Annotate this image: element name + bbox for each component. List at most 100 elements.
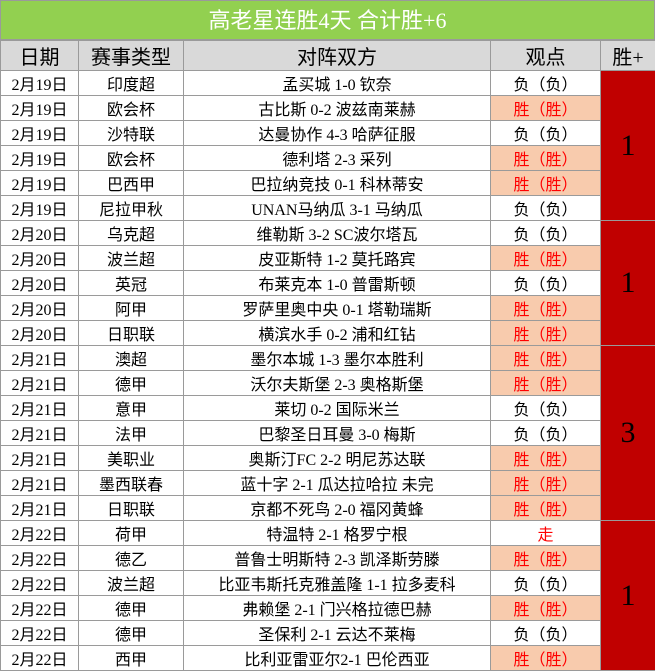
match: 莱切 0-2 国际米兰 [184,396,491,421]
row: 2月21日美职业奥斯汀FC 2-2 明尼苏达联胜（胜） [1,446,655,471]
date: 2月20日 [1,246,79,271]
view: 胜（胜） [491,471,601,496]
date: 2月20日 [1,321,79,346]
match: UNAN马纳瓜 3-1 马纳瓜 [184,196,491,221]
row: 2月22日德甲弗赖堡 2-1 门兴格拉德巴赫胜（胜） [1,596,655,621]
view: 胜（胜） [491,496,601,521]
match: 皮亚斯特 1-2 莫托路宾 [184,246,491,271]
league: 波兰超 [79,571,184,596]
view: 胜（胜） [491,321,601,346]
column-header: 日期 [1,41,79,71]
row: 2月21日澳超墨尔本城 1-3 墨尔本胜利胜（胜）3 [1,346,655,371]
match: 古比斯 0-2 波兹南莱赫 [184,96,491,121]
row: 2月22日波兰超比亚韦斯托克雅盖隆 1-1 拉多麦科负（负） [1,571,655,596]
view: 负（负） [491,221,601,246]
view: 胜（胜） [491,296,601,321]
date: 2月19日 [1,96,79,121]
league: 欧会杯 [79,96,184,121]
league: 乌克超 [79,221,184,246]
view: 胜（胜） [491,371,601,396]
date: 2月21日 [1,471,79,496]
view: 胜（胜） [491,96,601,121]
league: 英冠 [79,271,184,296]
date: 2月19日 [1,146,79,171]
column-header: 观点 [491,41,601,71]
view: 负（负） [491,71,601,96]
match: 圣保利 2-1 云达不莱梅 [184,621,491,646]
match: 墨尔本城 1-3 墨尔本胜利 [184,346,491,371]
match: 沃尔夫斯堡 2-3 奥格斯堡 [184,371,491,396]
date: 2月22日 [1,546,79,571]
league: 日职联 [79,321,184,346]
date: 2月22日 [1,571,79,596]
view: 负（负） [491,196,601,221]
date: 2月20日 [1,221,79,246]
date: 2月19日 [1,171,79,196]
view: 负（负） [491,271,601,296]
league: 沙特联 [79,121,184,146]
match: 罗萨里奥中央 0-1 塔勒瑞斯 [184,296,491,321]
match: 蓝十字 2-1 瓜达拉哈拉 未完 [184,471,491,496]
row: 2月20日波兰超皮亚斯特 1-2 莫托路宾胜（胜） [1,246,655,271]
result: 1 [601,221,655,346]
row: 2月22日德乙普鲁士明斯特 2-3 凯泽斯劳滕胜（胜） [1,546,655,571]
row: 2月19日沙特联达曼协作 4-3 哈萨征服负（负） [1,121,655,146]
match: 弗赖堡 2-1 门兴格拉德巴赫 [184,596,491,621]
view: 负（负） [491,421,601,446]
match: 普鲁士明斯特 2-3 凯泽斯劳滕 [184,546,491,571]
row: 2月19日印度超孟买城 1-0 钦奈负（负）1 [1,71,655,96]
league: 荷甲 [79,521,184,546]
column-header: 对阵双方 [184,41,491,71]
view: 胜（胜） [491,171,601,196]
league: 巴西甲 [79,171,184,196]
date: 2月21日 [1,421,79,446]
result: 3 [601,346,655,521]
match: 比亚韦斯托克雅盖隆 1-1 拉多麦科 [184,571,491,596]
match: 德利塔 2-3 采列 [184,146,491,171]
match: 巴黎圣日耳曼 3-0 梅斯 [184,421,491,446]
league: 德甲 [79,371,184,396]
column-header: 赛事类型 [79,41,184,71]
view: 胜（胜） [491,546,601,571]
result: 1 [601,71,655,221]
league: 德乙 [79,546,184,571]
view: 胜（胜） [491,146,601,171]
row: 2月19日欧会杯德利塔 2-3 采列胜（胜） [1,146,655,171]
date: 2月20日 [1,296,79,321]
row: 2月21日墨西联春蓝十字 2-1 瓜达拉哈拉 未完胜（胜） [1,471,655,496]
date: 2月20日 [1,271,79,296]
date: 2月19日 [1,71,79,96]
row: 2月21日德甲沃尔夫斯堡 2-3 奥格斯堡胜（胜） [1,371,655,396]
date: 2月22日 [1,621,79,646]
view: 胜（胜） [491,246,601,271]
title: 高老星连胜4天 合计胜+6 [0,0,655,40]
league: 墨西联春 [79,471,184,496]
row: 2月21日法甲巴黎圣日耳曼 3-0 梅斯负（负） [1,421,655,446]
match: 布莱克本 1-0 普雷斯顿 [184,271,491,296]
view: 负（负） [491,571,601,596]
date: 2月21日 [1,396,79,421]
view: 胜（胜） [491,596,601,621]
view: 走 [491,521,601,546]
league: 美职业 [79,446,184,471]
match: 巴拉纳竞技 0-1 科林蒂安 [184,171,491,196]
row: 2月20日日职联横滨水手 0-2 浦和红钻胜（胜） [1,321,655,346]
league: 意甲 [79,396,184,421]
view: 胜（胜） [491,346,601,371]
match: 特温特 2-1 格罗宁根 [184,521,491,546]
match: 奥斯汀FC 2-2 明尼苏达联 [184,446,491,471]
date: 2月21日 [1,496,79,521]
column-header: 胜+ [601,41,655,71]
row: 2月20日阿甲罗萨里奥中央 0-1 塔勒瑞斯胜（胜） [1,296,655,321]
league: 澳超 [79,346,184,371]
row: 2月20日乌克超维勒斯 3-2 SC波尔塔瓦负（负）1 [1,221,655,246]
view: 负（负） [491,396,601,421]
date: 2月21日 [1,446,79,471]
view: 胜（胜） [491,446,601,471]
match: 孟买城 1-0 钦奈 [184,71,491,96]
date: 2月22日 [1,596,79,621]
row: 2月19日巴西甲巴拉纳竞技 0-1 科林蒂安胜（胜） [1,171,655,196]
